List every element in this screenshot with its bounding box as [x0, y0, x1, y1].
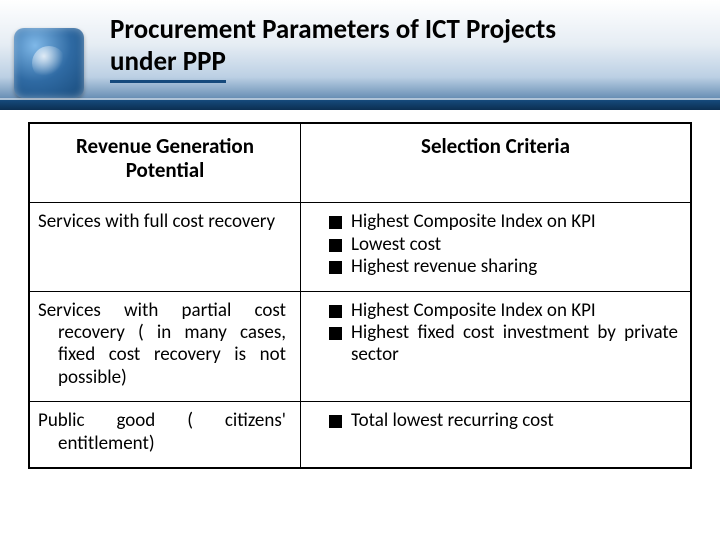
row2-bullets: Highest Composite Index on KPI Highest f… — [329, 300, 678, 367]
table-row: Public good ( citizens' entitlement) Tot… — [30, 402, 691, 468]
header-darkstripe — [0, 100, 720, 110]
col-header-left: Revenue Generation Potential — [30, 124, 301, 203]
title-line1: Procurement Parameters of ICT Projects — [110, 13, 556, 46]
header-globe-icon — [14, 28, 84, 98]
table-row: Services with partial cost recovery ( in… — [30, 291, 691, 402]
col-header-right: Selection Criteria — [301, 124, 691, 203]
row2-left: Services with partial cost recovery ( in… — [30, 291, 301, 402]
bullet-item: Highest fixed cost investment by private… — [329, 322, 678, 367]
title-line2: under PPP — [110, 45, 226, 83]
bullet-item: Highest revenue sharing — [329, 256, 678, 278]
bullet-item: Lowest cost — [329, 234, 678, 256]
header-band: Procurement Parameters of ICT Projects u… — [0, 0, 720, 110]
params-table: Revenue Generation Potential Selection C… — [29, 123, 691, 468]
slide-title: Procurement Parameters of ICT Projects u… — [110, 14, 690, 79]
table-row: Services with full cost recovery Highest… — [30, 203, 691, 291]
bullet-item: Highest Composite Index on KPI — [329, 211, 678, 233]
row3-left-text: Public good ( citizens' entitlement) — [38, 410, 286, 455]
row1-bullets: Highest Composite Index on KPI Lowest co… — [329, 211, 678, 278]
row3-left: Public good ( citizens' entitlement) — [30, 402, 301, 468]
table-header-row: Revenue Generation Potential Selection C… — [30, 124, 691, 203]
row2-left-text: Services with partial cost recovery ( in… — [38, 300, 286, 390]
row1-left-text: Services with full cost recovery — [38, 211, 286, 233]
bullet-item: Highest Composite Index on KPI — [329, 300, 678, 322]
bullet-item: Total lowest recurring cost — [329, 410, 678, 432]
row3-bullets: Total lowest recurring cost — [329, 410, 678, 432]
params-table-wrap: Revenue Generation Potential Selection C… — [28, 122, 692, 469]
row1-right: Highest Composite Index on KPI Lowest co… — [301, 203, 691, 291]
slide: Procurement Parameters of ICT Projects u… — [0, 0, 720, 540]
row2-right: Highest Composite Index on KPI Highest f… — [301, 291, 691, 402]
row3-right: Total lowest recurring cost — [301, 402, 691, 468]
row1-left: Services with full cost recovery — [30, 203, 301, 291]
